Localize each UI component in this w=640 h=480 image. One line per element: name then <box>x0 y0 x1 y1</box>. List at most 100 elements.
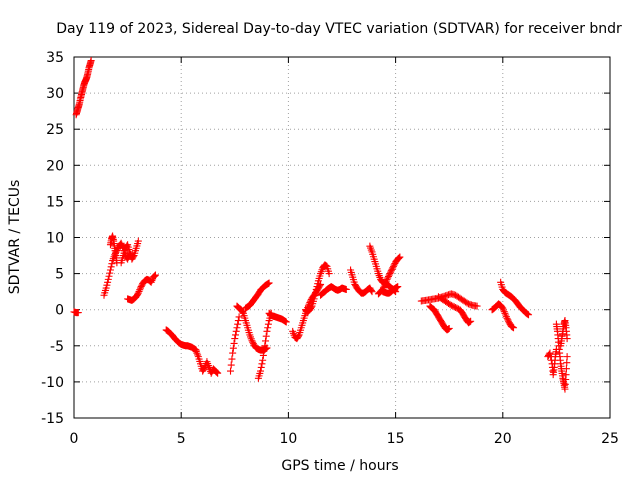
data-point <box>562 365 570 373</box>
series-arc-6 <box>124 271 159 304</box>
series-arc-8 <box>192 348 222 377</box>
data-point <box>235 313 243 321</box>
data-point <box>232 327 240 335</box>
series-arc-22 <box>426 302 453 334</box>
data-point <box>389 264 397 272</box>
data-point <box>232 331 240 339</box>
data-point <box>260 347 268 355</box>
data-point <box>231 335 239 343</box>
data-point <box>227 361 235 369</box>
data-point <box>294 332 302 340</box>
data-point <box>502 313 510 321</box>
series-arc-24 <box>488 300 518 332</box>
data-point <box>386 270 394 278</box>
data-point <box>74 309 82 317</box>
data-point <box>385 271 393 279</box>
series-arc-15 <box>302 261 333 316</box>
data-point <box>257 367 265 375</box>
data-point <box>387 268 395 276</box>
data-point <box>367 286 375 294</box>
data-point <box>117 239 125 247</box>
data-point <box>395 254 403 262</box>
data-point <box>234 320 242 328</box>
x-tick-label: 10 <box>279 431 297 447</box>
data-point <box>248 337 256 345</box>
data-point <box>500 308 508 316</box>
data-point <box>445 324 453 332</box>
data-point <box>134 290 142 298</box>
data-point <box>546 349 554 357</box>
data-point <box>384 274 392 282</box>
grid-lines <box>74 57 610 418</box>
data-point <box>368 288 376 296</box>
data-point <box>104 278 112 286</box>
data-point <box>504 316 512 324</box>
data-point <box>106 266 114 274</box>
data-point <box>265 279 273 287</box>
x-tick-label: 25 <box>601 431 619 447</box>
data-point <box>134 237 142 245</box>
data-point <box>390 261 398 269</box>
y-tick-label: 0 <box>55 303 64 319</box>
data-point <box>510 324 518 332</box>
data-point <box>314 280 322 288</box>
y-tick-label: 30 <box>46 86 64 102</box>
series-arc-12 <box>242 279 273 312</box>
data-point <box>228 355 236 363</box>
x-axis-label: GPS time / hours <box>281 458 398 474</box>
data-point <box>151 272 159 280</box>
series-arc-19 <box>374 253 404 298</box>
series-arc-7 <box>162 326 200 354</box>
data-point <box>259 351 267 359</box>
data-point <box>233 324 241 332</box>
data-point <box>282 318 290 326</box>
data-point <box>396 253 404 261</box>
y-tick-label: 35 <box>46 50 64 66</box>
data-point <box>107 263 115 271</box>
data-point <box>227 367 235 375</box>
data-point <box>104 275 112 283</box>
x-tick-label: 15 <box>387 431 405 447</box>
data-point <box>499 304 507 312</box>
data-point <box>307 303 315 311</box>
data-point <box>207 369 215 377</box>
data-point <box>151 271 159 279</box>
y-tick-label: 25 <box>46 122 64 138</box>
data-point <box>383 275 391 283</box>
series-arc-21 <box>417 290 481 310</box>
data-point <box>213 369 221 377</box>
series-arc-17 <box>347 266 376 297</box>
data-point <box>239 308 247 316</box>
data-point <box>563 353 571 361</box>
data-point <box>87 57 95 65</box>
data-point <box>563 359 571 367</box>
data-point <box>264 324 272 332</box>
series-arc-28 <box>557 317 571 350</box>
data-point <box>262 337 270 345</box>
data-point <box>194 351 202 359</box>
y-tick-label: -10 <box>41 375 64 391</box>
data-point <box>525 311 533 319</box>
data-point <box>123 242 131 250</box>
data-point <box>500 306 508 314</box>
data-point <box>148 277 156 285</box>
data-point <box>389 262 397 270</box>
data-point <box>382 277 390 285</box>
data-point <box>563 335 571 343</box>
data-point <box>501 309 509 317</box>
data-point <box>313 283 321 291</box>
data-point <box>262 332 270 340</box>
y-tick-label: 15 <box>46 194 64 210</box>
data-point <box>214 369 222 377</box>
data-point <box>312 285 320 293</box>
data-point <box>257 363 265 371</box>
data-point <box>129 253 137 261</box>
data-point <box>310 295 318 303</box>
data-point <box>394 283 402 291</box>
series-arc-25 <box>497 278 533 319</box>
data-point <box>200 365 208 373</box>
data-point <box>381 280 389 288</box>
data-point <box>105 272 113 280</box>
data-point <box>106 269 114 277</box>
